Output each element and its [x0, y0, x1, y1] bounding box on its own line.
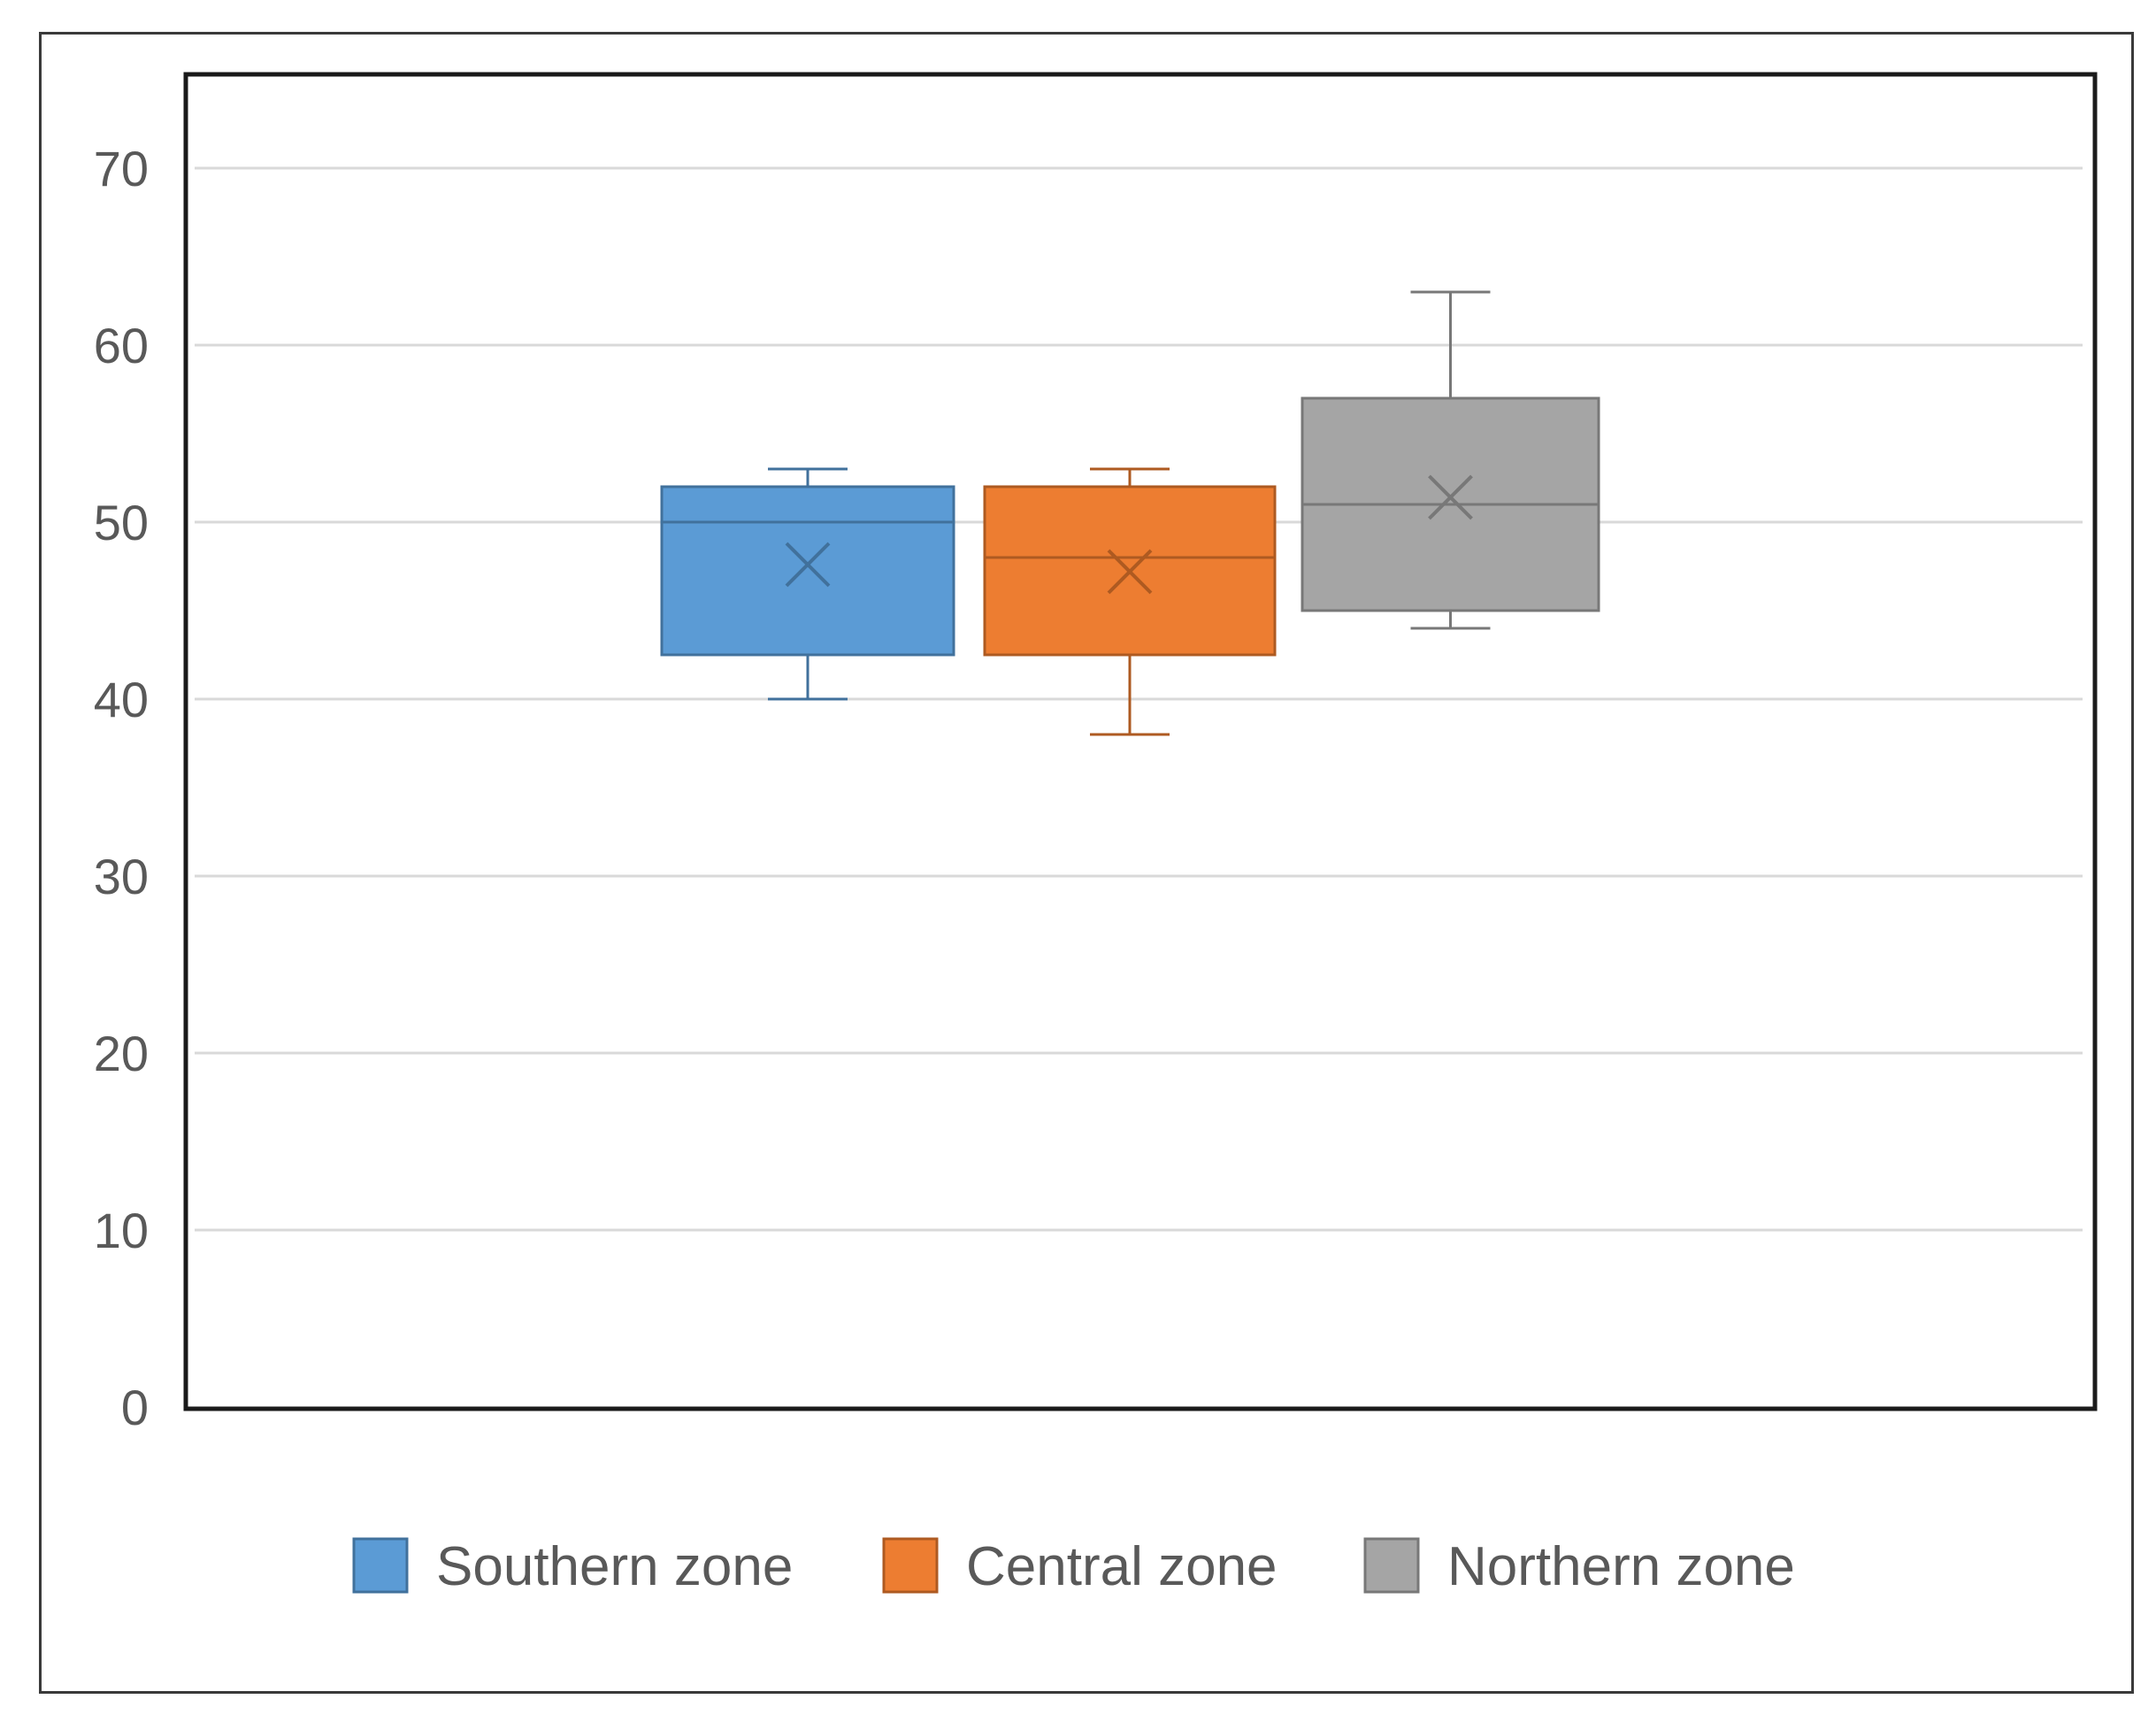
mean-marker — [1428, 474, 1473, 520]
y-tick-label: 40 — [94, 672, 149, 727]
legend-swatch — [882, 1537, 939, 1594]
legend-label: Northern zone — [1447, 1536, 1795, 1597]
legend-label: Southern zone — [436, 1536, 793, 1597]
box-northern-zone — [1301, 290, 1600, 630]
mean-marker — [1107, 549, 1153, 595]
legend-label: Central zone — [966, 1536, 1277, 1597]
gridlines — [195, 166, 2083, 1232]
legend-swatch — [1363, 1537, 1420, 1594]
legend: Southern zone Central zone Northern zone — [352, 1536, 1795, 1597]
y-tick-label: 50 — [94, 495, 149, 550]
legend-item: Southern zone — [352, 1536, 793, 1597]
plot-area-border — [183, 72, 2098, 1411]
y-tick-label: 30 — [94, 849, 149, 904]
y-tick-label: 0 — [121, 1380, 149, 1435]
y-tick-label: 10 — [94, 1203, 149, 1258]
box-southern-zone — [660, 467, 955, 701]
legend-item: Central zone — [882, 1536, 1277, 1597]
legend-item: Northern zone — [1363, 1536, 1795, 1597]
mean-marker — [785, 542, 831, 588]
y-tick-label: 60 — [94, 318, 149, 373]
chart-frame — [39, 32, 2134, 1694]
box-series — [660, 290, 1600, 736]
box-central-zone — [983, 467, 1277, 736]
legend-swatch — [352, 1537, 409, 1594]
y-axis-tick-labels: 0 10 20 30 40 50 60 70 — [94, 141, 149, 1435]
y-tick-label: 70 — [94, 141, 149, 196]
iqr-box — [660, 485, 955, 657]
y-tick-label: 20 — [94, 1026, 149, 1081]
